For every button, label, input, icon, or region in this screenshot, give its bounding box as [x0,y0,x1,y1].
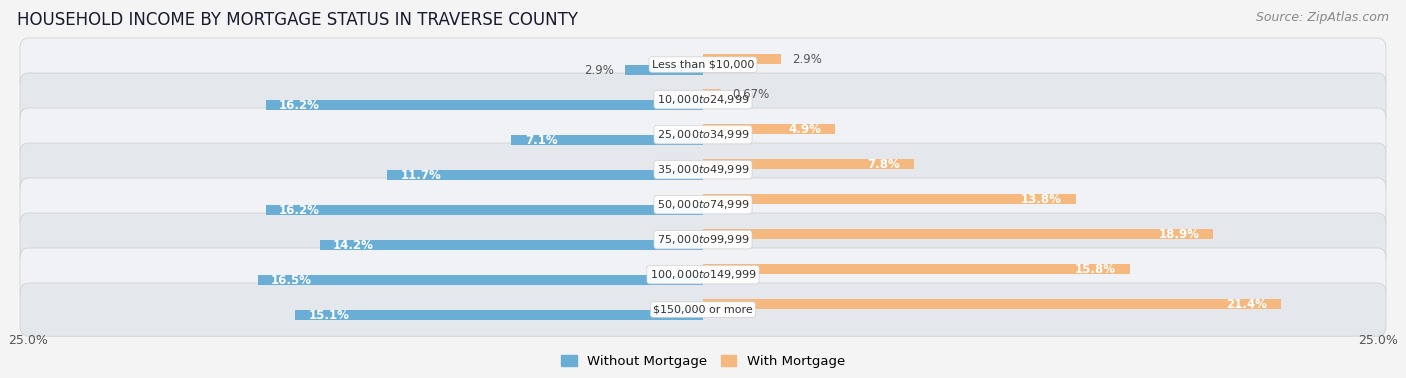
FancyBboxPatch shape [20,38,1386,91]
FancyBboxPatch shape [20,143,1386,196]
Text: $50,000 to $74,999: $50,000 to $74,999 [657,198,749,211]
FancyBboxPatch shape [20,178,1386,231]
Text: $35,000 to $49,999: $35,000 to $49,999 [657,163,749,176]
Text: Less than $10,000: Less than $10,000 [652,60,754,70]
Text: $75,000 to $99,999: $75,000 to $99,999 [657,233,749,246]
Bar [703,89,721,99]
Text: $150,000 or more: $150,000 or more [654,305,752,314]
Text: 14.2%: 14.2% [333,239,374,252]
Text: 2.9%: 2.9% [583,64,614,77]
Text: 15.8%: 15.8% [1076,262,1116,276]
Bar [703,159,914,169]
FancyBboxPatch shape [20,73,1386,126]
Text: 18.9%: 18.9% [1159,228,1199,240]
FancyBboxPatch shape [20,213,1386,266]
Text: 21.4%: 21.4% [1226,297,1267,310]
Bar [703,124,835,134]
Bar [703,54,782,64]
FancyBboxPatch shape [20,283,1386,336]
Text: 7.8%: 7.8% [868,158,900,170]
Bar [266,205,703,215]
Bar [266,100,703,110]
Bar [624,65,703,75]
Text: Source: ZipAtlas.com: Source: ZipAtlas.com [1256,11,1389,24]
FancyBboxPatch shape [20,108,1386,161]
Bar [703,194,1076,204]
Text: 4.9%: 4.9% [789,122,821,135]
Bar [319,240,703,250]
FancyBboxPatch shape [20,248,1386,301]
Text: 16.5%: 16.5% [271,274,312,287]
Text: HOUSEHOLD INCOME BY MORTGAGE STATUS IN TRAVERSE COUNTY: HOUSEHOLD INCOME BY MORTGAGE STATUS IN T… [17,11,578,29]
Text: 15.1%: 15.1% [309,309,350,322]
Bar [703,264,1129,274]
Bar [512,135,703,145]
Text: $25,000 to $34,999: $25,000 to $34,999 [657,128,749,141]
Bar [703,299,1281,309]
Text: $10,000 to $24,999: $10,000 to $24,999 [657,93,749,106]
Bar [257,275,703,285]
Text: 2.9%: 2.9% [792,53,823,65]
Text: 7.1%: 7.1% [524,134,557,147]
Bar [295,310,703,320]
Text: 16.2%: 16.2% [280,204,321,217]
Text: 13.8%: 13.8% [1021,192,1062,206]
Text: $100,000 to $149,999: $100,000 to $149,999 [650,268,756,281]
Text: 0.67%: 0.67% [733,88,769,101]
Text: 11.7%: 11.7% [401,169,441,182]
Bar [703,229,1213,239]
Bar [387,170,703,180]
Legend: Without Mortgage, With Mortgage: Without Mortgage, With Mortgage [555,350,851,373]
Text: 16.2%: 16.2% [280,99,321,112]
